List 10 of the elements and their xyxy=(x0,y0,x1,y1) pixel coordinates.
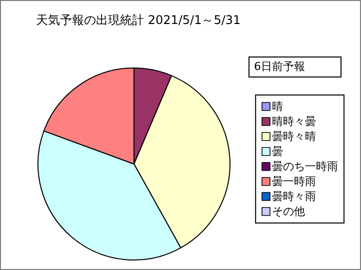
chart-subtitle: 6日前予報 xyxy=(254,60,305,73)
legend-label: 晴時々曇 xyxy=(272,115,316,128)
legend-label: 曇時々晴 xyxy=(272,130,316,143)
legend-label: 曇一時雨 xyxy=(272,175,316,188)
chart-title: 天気予報の出現統計 2021/5/1～5/31 xyxy=(36,13,241,27)
legend-label: 晴 xyxy=(272,100,283,113)
legend-label: 曇 xyxy=(272,145,283,158)
legend-label: 曇時々雨 xyxy=(272,190,316,203)
legend-label: その他 xyxy=(272,205,305,218)
legend-label: 曇のち一時雨 xyxy=(272,160,338,173)
